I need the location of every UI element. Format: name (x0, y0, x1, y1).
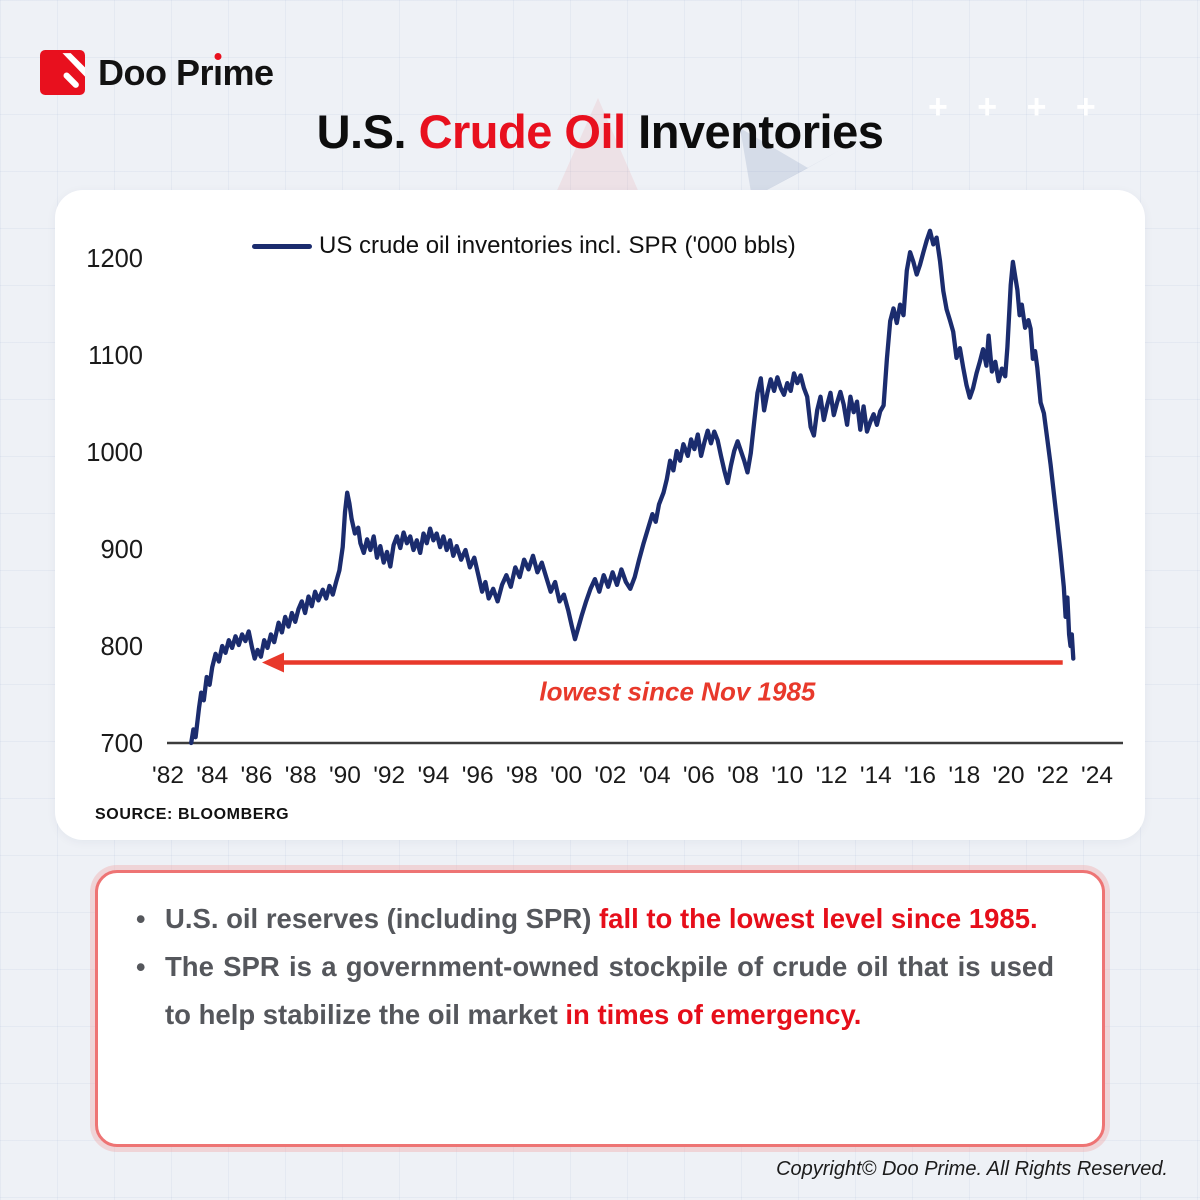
x-tick-label: '84 (196, 762, 228, 789)
x-tick-label: '18 (948, 762, 980, 789)
copyright-text: Copyright© Doo Prime. All Rights Reserve… (776, 1158, 1168, 1180)
x-tick-label: '06 (683, 762, 715, 789)
bullet-list: • U.S. oil reserves (including SPR) fall … (136, 895, 1054, 1039)
y-tick-label: 1200 (86, 245, 143, 273)
bullet-text: U.S. oil reserves (including SPR) fall t… (165, 903, 1038, 934)
chart-legend: US crude oil inventories incl. SPR ('000… (252, 232, 796, 260)
title-text: Inventories (625, 105, 884, 158)
x-tick-label: '22 (1037, 762, 1069, 789)
bullet-text: The SPR is a government-owned stockpile … (165, 951, 1054, 1030)
x-tick-label: '82 (152, 762, 184, 789)
x-tick-label: '96 (462, 762, 494, 789)
x-tick-label: '92 (373, 762, 405, 789)
watermark-triangle (555, 98, 640, 195)
bullet-item: • The SPR is a government-owned stockpile… (136, 943, 1054, 1039)
y-tick-label: 800 (100, 633, 143, 661)
summary-infobox: • U.S. oil reserves (including SPR) fall … (95, 870, 1105, 1147)
chart-card: 1200 1100 1000 900 800 700 '82 '84 '86 '88 '90 '92 '… (55, 190, 1145, 840)
bullet-item: • U.S. oil reserves (including SPR) fall … (136, 895, 1054, 943)
source-label: SOURCE: BLOOMBERG (95, 806, 290, 823)
inventory-line-chart: 1200 1100 1000 900 800 700 '82 '84 '86 '88 '90 '92 '… (86, 228, 1123, 789)
x-tick-label: '86 (241, 762, 273, 789)
y-tick-label: 1100 (88, 342, 143, 370)
plus-decoration: + + + + (928, 88, 1106, 126)
x-tick-label: '00 (550, 762, 582, 789)
y-tick-label: 1000 (86, 439, 143, 467)
x-tick-label: '04 (639, 762, 671, 789)
x-tick-label: '12 (816, 762, 848, 789)
x-tick-label: '02 (594, 762, 626, 789)
y-tick-label: 700 (100, 730, 143, 758)
doo-prime-logo-icon (40, 50, 85, 95)
bullet-marker: • (136, 904, 146, 934)
annotation-label: lowest since Nov 1985 (539, 676, 816, 706)
series-line (189, 228, 1076, 746)
background-watermark (555, 98, 840, 198)
title-text: U.S. (316, 105, 419, 158)
brand-logo: Doo Prıme (40, 50, 274, 95)
watermark-pointer-tail (752, 150, 840, 198)
title-highlight: Crude Oil (418, 105, 627, 158)
brand-i-red-dot: ı (213, 51, 223, 93)
watermark-pointer-icon (740, 128, 808, 198)
y-tick-label: 900 (100, 536, 143, 564)
x-tick-label: '98 (506, 762, 538, 789)
x-tick-label: '24 (1081, 762, 1113, 789)
x-tick-label: '16 (904, 762, 936, 789)
annotation-arrow-head (262, 652, 285, 673)
page-title: U.S. Crude Oil Inventories (0, 104, 1200, 159)
x-tick-label: '08 (727, 762, 759, 789)
x-tick-label: '14 (860, 762, 892, 789)
x-tick-label: '88 (285, 762, 317, 789)
x-tick-label: '10 (771, 762, 803, 789)
legend-label: US crude oil inventories incl. SPR ('000… (319, 232, 796, 259)
brand-name: Doo Prıme (98, 51, 274, 93)
legend-line-sample (252, 243, 312, 249)
x-tick-label: '90 (329, 762, 361, 789)
bullet-marker: • (136, 952, 146, 982)
x-tick-label: '20 (993, 762, 1025, 789)
x-tick-label: '94 (417, 762, 449, 789)
